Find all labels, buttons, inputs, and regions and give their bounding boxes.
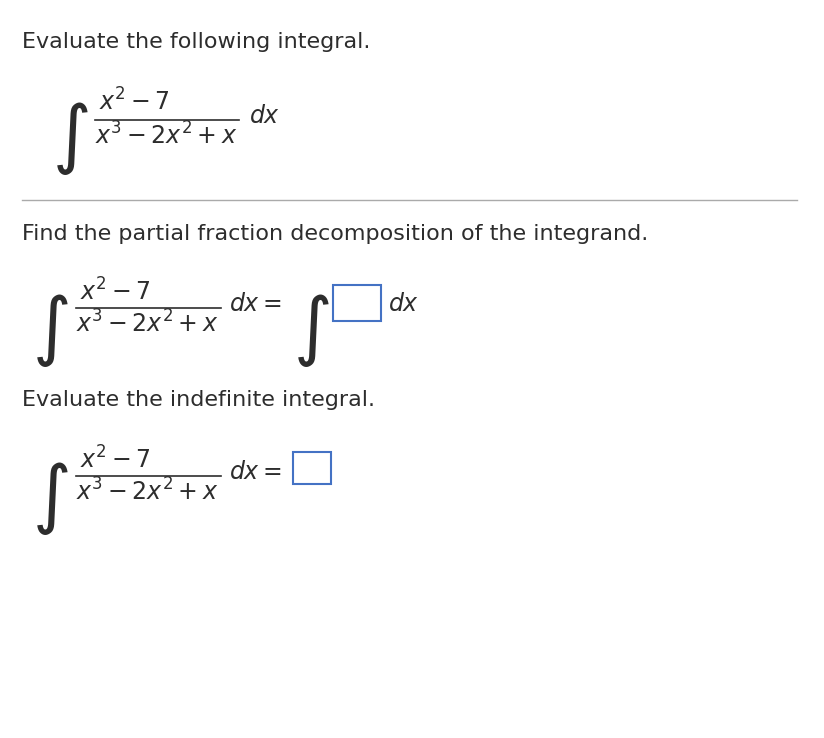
Text: $dx$: $dx$: [249, 104, 279, 128]
Text: $x^3 - 2x^2 + x$: $x^3 - 2x^2 + x$: [76, 310, 218, 337]
Text: Evaluate the indefinite integral.: Evaluate the indefinite integral.: [22, 390, 375, 410]
Text: $dx =$: $dx =$: [229, 460, 282, 484]
Text: $\int$: $\int$: [32, 292, 68, 369]
Text: $\int$: $\int$: [52, 100, 88, 177]
FancyBboxPatch shape: [333, 285, 381, 321]
FancyBboxPatch shape: [293, 452, 331, 484]
Text: $dx$: $dx$: [388, 292, 419, 316]
Text: $dx =$: $dx =$: [229, 292, 282, 316]
Text: $x^3 - 2x^2 + x$: $x^3 - 2x^2 + x$: [96, 122, 238, 149]
Text: $x^2 - 7$: $x^2 - 7$: [80, 446, 151, 473]
Text: $x^3 - 2x^2 + x$: $x^3 - 2x^2 + x$: [76, 478, 218, 506]
Text: $\int$: $\int$: [32, 460, 68, 537]
Text: $\int$: $\int$: [293, 292, 330, 369]
Text: Find the partial fraction decomposition of the integrand.: Find the partial fraction decomposition …: [22, 224, 648, 244]
Text: $x^2 - 7$: $x^2 - 7$: [80, 278, 151, 306]
Text: $x^2 - 7$: $x^2 - 7$: [100, 88, 171, 115]
Text: Evaluate the following integral.: Evaluate the following integral.: [22, 32, 370, 52]
